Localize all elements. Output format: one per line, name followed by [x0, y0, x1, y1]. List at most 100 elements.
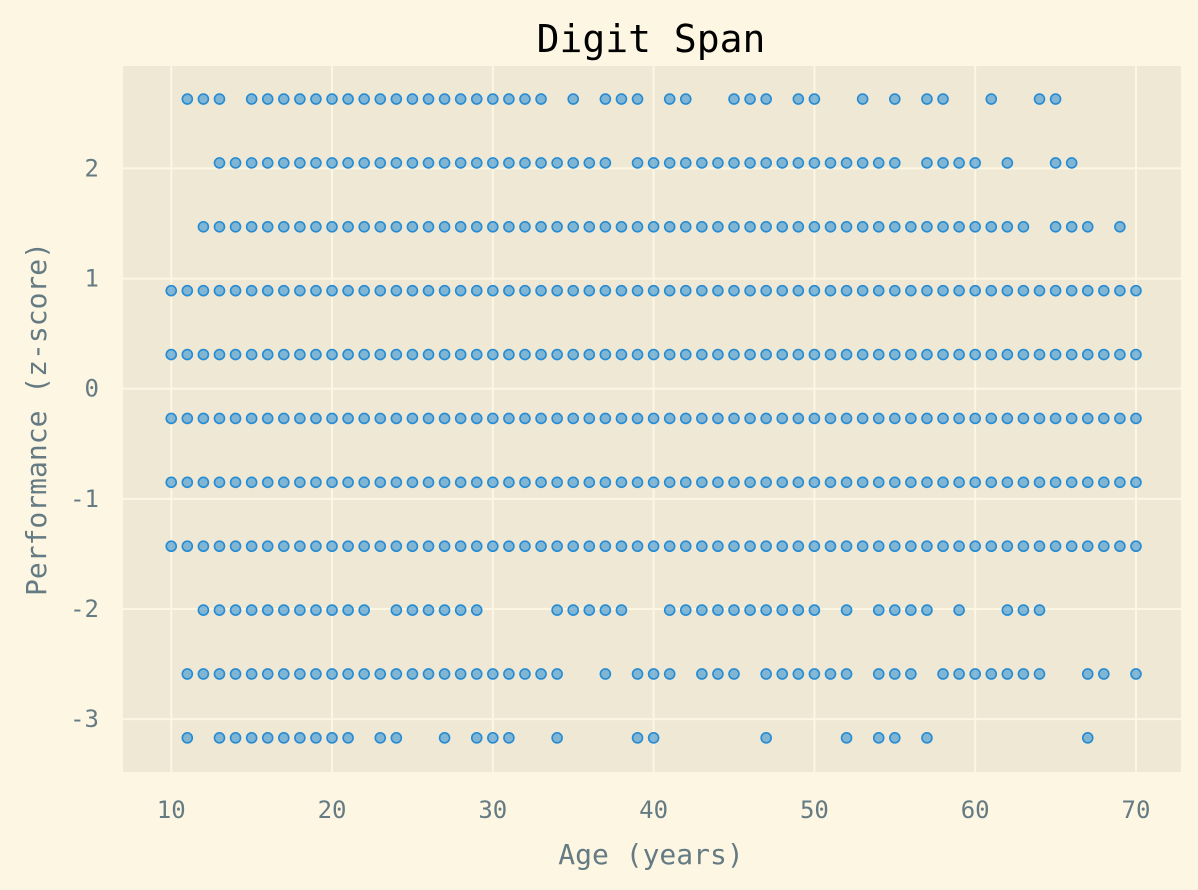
data-point — [953, 221, 965, 233]
data-point — [615, 284, 628, 297]
data-point — [808, 604, 821, 616]
data-point — [1114, 540, 1126, 553]
data-point — [631, 93, 644, 105]
data-point — [1001, 157, 1014, 169]
data-point — [487, 668, 499, 680]
data-point — [535, 668, 547, 680]
data-point — [744, 348, 756, 361]
data-point — [406, 157, 419, 169]
data-point — [503, 221, 515, 233]
data-point — [1081, 476, 1094, 489]
x-tick-labels: 10 20 30 40 50 60 70 — [157, 796, 1151, 824]
data-point — [310, 604, 322, 616]
data-point — [647, 732, 660, 744]
data-point — [551, 221, 563, 233]
data-point — [487, 221, 499, 233]
data-point — [213, 348, 226, 361]
data-point — [374, 93, 387, 105]
data-point — [390, 732, 403, 744]
data-point — [792, 93, 805, 105]
data-point — [229, 732, 242, 744]
data-point — [1001, 412, 1014, 425]
data-point — [181, 668, 194, 680]
data-point — [663, 221, 676, 233]
data-point — [712, 476, 724, 489]
data-point — [277, 157, 290, 169]
data-point — [921, 221, 933, 233]
data-point — [776, 348, 789, 361]
data-point — [1130, 348, 1142, 361]
data-point — [454, 668, 467, 680]
data-point — [326, 157, 338, 169]
data-point — [213, 476, 226, 489]
data-point — [760, 604, 772, 616]
data-point — [374, 732, 387, 744]
data-point — [647, 540, 660, 553]
data-point — [342, 668, 354, 680]
data-point — [1001, 284, 1014, 297]
data-point — [728, 221, 740, 233]
data-point — [615, 221, 628, 233]
data-point — [776, 284, 789, 297]
data-point — [342, 476, 354, 489]
data-point — [358, 540, 370, 553]
data-point — [776, 604, 789, 616]
data-point — [181, 540, 194, 553]
data-point — [1049, 93, 1062, 105]
data-point — [824, 284, 837, 297]
data-point — [712, 348, 724, 361]
data-point — [213, 604, 226, 616]
data-point — [712, 668, 724, 680]
data-point — [245, 540, 258, 553]
data-point — [969, 157, 981, 169]
data-point — [888, 540, 901, 553]
data-point — [310, 157, 322, 169]
data-point — [551, 540, 563, 553]
data-point — [551, 476, 563, 489]
data-point — [390, 284, 403, 297]
data-point — [519, 221, 531, 233]
data-point — [406, 93, 419, 105]
data-point — [294, 668, 306, 680]
data-point — [1098, 284, 1110, 297]
data-point — [261, 93, 274, 105]
data-point — [567, 221, 580, 233]
data-point — [953, 668, 965, 680]
data-point — [519, 668, 531, 680]
data-point — [744, 412, 756, 425]
data-point — [696, 284, 708, 297]
data-point — [663, 93, 676, 105]
data-point — [277, 540, 290, 553]
data-point — [197, 348, 210, 361]
data-point — [599, 476, 612, 489]
data-point — [1017, 540, 1030, 553]
y-axis-label: Performance (z-score) — [20, 242, 53, 596]
chart-title: Digit Span — [537, 17, 766, 61]
data-point — [390, 221, 403, 233]
data-point — [712, 284, 724, 297]
data-point — [181, 732, 194, 744]
data-point — [696, 348, 708, 361]
data-point — [776, 221, 789, 233]
data-point — [358, 284, 370, 297]
data-point — [712, 604, 724, 616]
data-point — [1130, 668, 1142, 680]
data-point — [679, 93, 692, 105]
data-point — [712, 157, 724, 169]
data-point — [615, 604, 628, 616]
data-point — [969, 348, 981, 361]
data-point — [1065, 476, 1078, 489]
data-point — [679, 540, 692, 553]
data-point — [953, 284, 965, 297]
data-point — [535, 476, 547, 489]
data-point — [760, 93, 772, 105]
data-point — [422, 476, 435, 489]
data-point — [1065, 348, 1078, 361]
y-tick-labels: -3 -2 -1 0 1 2 — [70, 154, 99, 733]
data-point — [921, 604, 933, 616]
data-point — [1065, 540, 1078, 553]
data-point — [487, 412, 499, 425]
data-point — [470, 668, 483, 680]
data-point — [1065, 157, 1078, 169]
data-point — [165, 284, 178, 297]
